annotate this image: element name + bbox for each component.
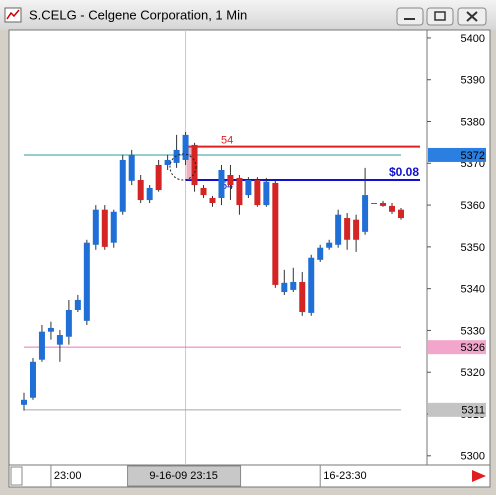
order-note: $0.08 bbox=[389, 165, 419, 179]
x-tick-highlight bbox=[127, 465, 242, 487]
x-tick-label: 23:00 bbox=[54, 470, 82, 482]
candle-body bbox=[344, 218, 351, 240]
price-label: 5326 bbox=[461, 342, 485, 354]
candle-body bbox=[290, 281, 297, 290]
close-button[interactable] bbox=[457, 7, 487, 26]
y-tick-label: 5340 bbox=[461, 284, 485, 296]
candle-body bbox=[38, 331, 45, 360]
candle-body bbox=[110, 211, 117, 243]
price-axis bbox=[426, 29, 491, 466]
candle-body bbox=[56, 335, 63, 345]
cursor-circle bbox=[169, 153, 197, 181]
y-tick-label: 5400 bbox=[461, 33, 485, 45]
candle-body bbox=[299, 281, 306, 313]
candle-body bbox=[155, 164, 162, 191]
candle-body bbox=[245, 180, 252, 196]
maximize-button[interactable] bbox=[426, 7, 454, 26]
candle-body bbox=[164, 159, 171, 165]
candle-body bbox=[326, 242, 333, 248]
candle-body bbox=[191, 144, 198, 186]
candle-body bbox=[353, 219, 360, 240]
candle-body bbox=[397, 209, 404, 219]
y-tick-label: 5300 bbox=[461, 451, 485, 463]
scroll-box[interactable] bbox=[10, 466, 23, 486]
plot: 5300531053205330534053505360537053805390… bbox=[21, 30, 486, 487]
candle-body bbox=[83, 242, 90, 321]
candle-body bbox=[389, 205, 396, 212]
candle-body bbox=[281, 282, 288, 293]
candle-body bbox=[335, 214, 342, 245]
price-label-box bbox=[428, 340, 486, 355]
candle-body bbox=[227, 175, 234, 186]
candle-body bbox=[74, 299, 81, 310]
scroll-arrow[interactable] bbox=[472, 470, 486, 482]
price-label-box bbox=[428, 402, 486, 417]
app-icon bbox=[4, 7, 22, 23]
candle-body bbox=[209, 197, 216, 203]
candle-body bbox=[92, 209, 99, 245]
y-tick-label: 5360 bbox=[461, 200, 485, 212]
candle-body bbox=[101, 209, 108, 247]
candle-body bbox=[146, 187, 153, 201]
window-title: S.CELG - Celgene Corporation, 1 Min bbox=[29, 7, 247, 22]
y-tick-label: 5390 bbox=[461, 75, 485, 87]
candle-body bbox=[218, 169, 225, 198]
price-label-box bbox=[428, 147, 486, 162]
y-tick-label: 5350 bbox=[461, 242, 485, 254]
y-tick-label: 5320 bbox=[461, 367, 485, 379]
candle-body bbox=[254, 180, 261, 206]
candle-body bbox=[182, 134, 189, 160]
plot-area bbox=[8, 29, 428, 466]
candle-body bbox=[200, 187, 207, 196]
candle-body bbox=[137, 180, 144, 201]
candle-body bbox=[29, 361, 36, 398]
candle-body bbox=[47, 327, 54, 332]
candle-body bbox=[380, 202, 387, 206]
minimize-button[interactable] bbox=[396, 7, 424, 26]
candle-body bbox=[173, 149, 180, 163]
candle-body bbox=[236, 177, 243, 206]
candle-body bbox=[128, 154, 135, 181]
order-label: 54 bbox=[221, 134, 233, 146]
y-tick-label: 5330 bbox=[461, 325, 485, 337]
candle-body bbox=[65, 309, 72, 337]
price-label: 5372 bbox=[461, 150, 485, 162]
y-tick-label: 5380 bbox=[461, 116, 485, 128]
x-tick-label: 16-23:30 bbox=[323, 470, 366, 482]
candle-body bbox=[263, 181, 270, 206]
candle-body bbox=[362, 195, 369, 232]
candle-body bbox=[119, 159, 126, 212]
x-tick-label: 9-16-09 23:15 bbox=[149, 470, 218, 482]
price-label: 5311 bbox=[461, 405, 485, 417]
candle-body bbox=[21, 399, 27, 405]
candle-body bbox=[317, 247, 324, 260]
candle-body bbox=[272, 182, 279, 285]
candle-body bbox=[308, 257, 315, 313]
candle-body bbox=[371, 202, 378, 204]
